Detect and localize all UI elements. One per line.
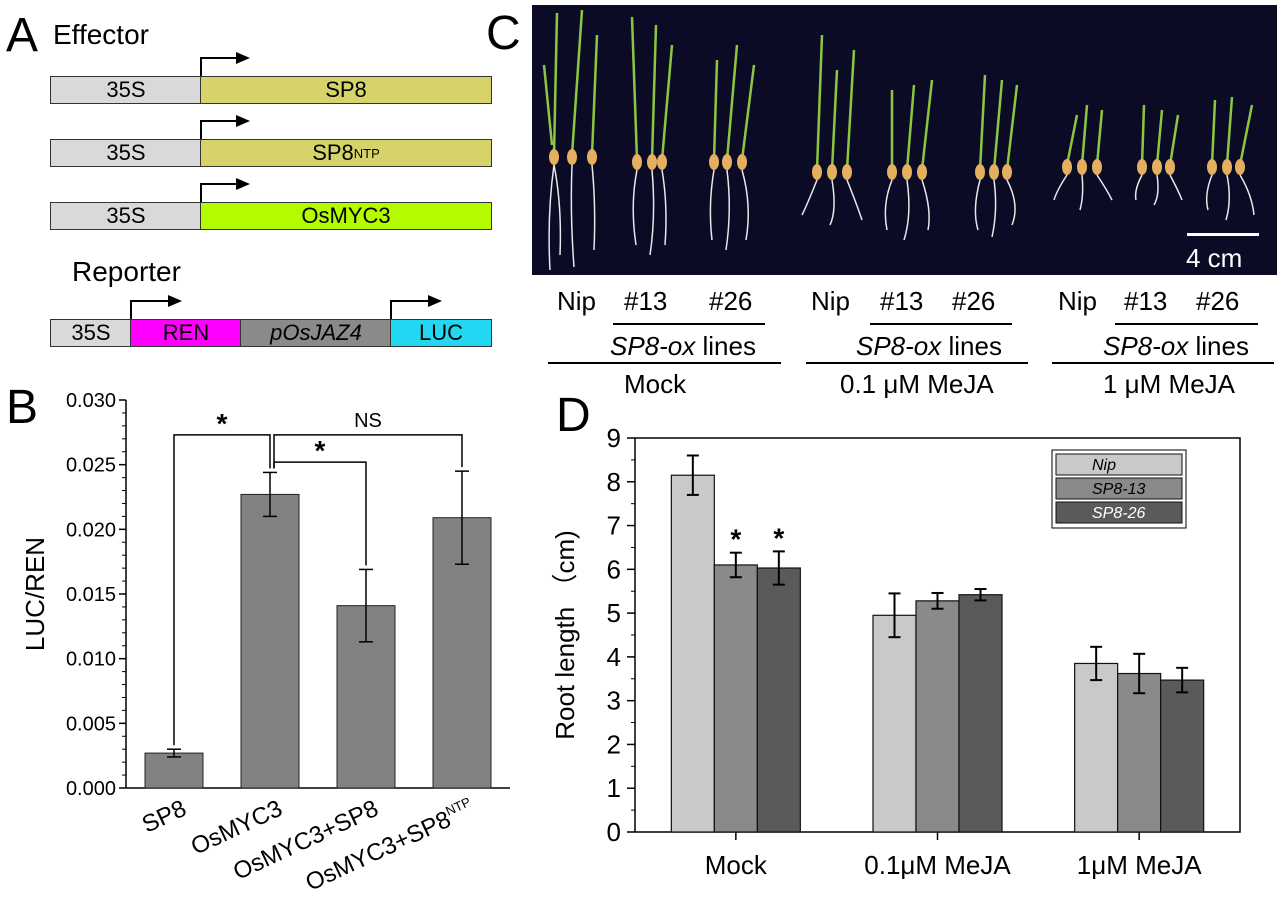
significance-label: *	[217, 408, 228, 439]
gene-sp8ntp-box: SP8 NTP	[200, 139, 492, 167]
scale-bar	[1187, 233, 1259, 236]
treatment-label: Mock	[624, 369, 687, 399]
legend-swatch	[1055, 477, 1183, 500]
y-tick-label: 4	[607, 642, 621, 672]
chart-b: 0.000 0.005 0.010 0.015 0.020 0.025 0.030 LUC/R…	[20, 390, 510, 897]
gene-label: SP8	[312, 140, 354, 165]
y-tick-label: 5	[607, 598, 621, 628]
x-tick-label: 1μM MeJA	[1077, 850, 1202, 880]
chart-d: 0 1 2 3 4 5 6 7 8 9 Root length （cm) Mock 0.1μM MeJA…	[550, 423, 1241, 880]
arrowhead-icon	[236, 115, 250, 127]
bar-sp8-26	[958, 594, 1003, 833]
arrowhead-icon	[236, 178, 250, 190]
x-tick-label: OsMYC3+SP8NTP	[301, 794, 478, 897]
promoter-35s-box: 35S	[50, 139, 202, 167]
gene-osmyc3-box: OsMYC3	[200, 202, 492, 230]
legend-swatch	[1055, 501, 1183, 524]
panel-c-label: C	[486, 7, 521, 60]
x-tick-label: SP8	[138, 795, 191, 839]
x-tick-label: 0.1μM MeJA	[864, 850, 1011, 880]
ox-lines-bracket	[613, 323, 765, 325]
significance-label: *	[730, 524, 741, 555]
y-tick-label: 6	[607, 554, 621, 584]
reporter-title: Reporter	[72, 256, 181, 287]
x-tick-label: Mock	[705, 850, 768, 880]
y-axis-label: Root length （cm)	[550, 530, 580, 740]
line-label: Nip	[557, 286, 597, 316]
treatment-bracket	[806, 362, 1028, 364]
pOsJAZ4-box: pOsJAZ4	[240, 319, 392, 347]
y-tick-label: 0.015	[66, 584, 116, 606]
significance-label: *	[315, 435, 326, 466]
legend-label: Nip	[1092, 457, 1116, 474]
line-label: Nip	[1058, 286, 1098, 316]
seedling-photo: 4 cm	[532, 5, 1277, 275]
gene-sp8-box: SP8	[200, 76, 492, 104]
seedlings-illustration	[542, 9, 1259, 271]
treatment-label: 0.1 μM MeJA	[840, 369, 994, 399]
ox-lines-bracket	[870, 323, 1012, 325]
line-label: #26	[709, 286, 753, 316]
treatment-bracket	[1052, 362, 1274, 364]
promoter-arrows	[130, 52, 442, 319]
ox-lines-label: SP8-ox lines	[610, 331, 756, 361]
y-tick-label: 0	[607, 817, 621, 847]
bar-sp8-26	[756, 567, 801, 833]
legend-swatch	[1055, 453, 1183, 476]
arrowhead-icon	[168, 295, 182, 307]
significance-bracket	[173, 434, 271, 746]
panel-d-label: D	[556, 389, 591, 442]
significance-bracket	[273, 434, 463, 469]
line-label: #26	[952, 286, 996, 316]
bar	[240, 493, 300, 789]
y-tick-label: 8	[607, 467, 621, 497]
panel-a-label: A	[6, 9, 39, 62]
panel-b-label: B	[6, 381, 39, 434]
y-tick-label: 7	[607, 511, 621, 541]
bar	[144, 752, 204, 789]
ox-lines-bracket	[1115, 323, 1258, 325]
bar-nip	[670, 474, 715, 833]
y-tick-label: 0.025	[66, 455, 116, 477]
luc-box: LUC	[390, 319, 492, 347]
line-label: #26	[1196, 286, 1240, 316]
ox-lines-label: SP8-ox lines	[1103, 331, 1249, 361]
bar-sp8-13	[1117, 672, 1162, 833]
treatment-label: 1 μM MeJA	[1103, 369, 1236, 399]
reporter-35s-box: 35S	[50, 319, 132, 347]
bar-sp8-13	[713, 564, 758, 833]
y-tick-label: 3	[607, 686, 621, 716]
y-tick-label: 2	[607, 729, 621, 759]
y-tick-label: 0.000	[66, 778, 116, 800]
y-tick-label: 0.020	[66, 519, 116, 541]
y-axis-label: LUC/REN	[20, 537, 50, 651]
gene-superscript: NTP	[353, 145, 380, 161]
y-tick-label: 0.005	[66, 713, 116, 735]
arrowhead-icon	[428, 295, 442, 307]
line-label: #13	[1124, 286, 1168, 316]
significance-label: *	[773, 522, 784, 553]
line-label: #13	[624, 286, 668, 316]
treatment-bracket	[548, 362, 781, 364]
line-label: #13	[880, 286, 924, 316]
y-tick-label: 9	[607, 423, 621, 453]
legend-label: SP8-26	[1092, 505, 1145, 522]
y-tick-label: 1	[607, 773, 621, 803]
y-tick-label: 0.030	[66, 390, 116, 412]
promoter-35s-box: 35S	[50, 202, 202, 230]
bar-nip	[872, 614, 917, 833]
ox-lines-label: SP8-ox lines	[856, 331, 1002, 361]
effector-title: Effector	[53, 19, 149, 50]
bar-sp8-26	[1160, 679, 1205, 833]
legend-label: SP8-13	[1092, 481, 1145, 498]
bar-nip	[1074, 662, 1119, 833]
scale-bar-label: 4 cm	[1186, 243, 1243, 273]
arrowhead-icon	[236, 52, 250, 64]
ren-box: REN	[130, 319, 242, 347]
significance-label: NS	[354, 410, 382, 432]
y-tick-label: 0.010	[66, 649, 116, 671]
bar-sp8-13	[915, 600, 960, 833]
line-label: Nip	[811, 286, 851, 316]
